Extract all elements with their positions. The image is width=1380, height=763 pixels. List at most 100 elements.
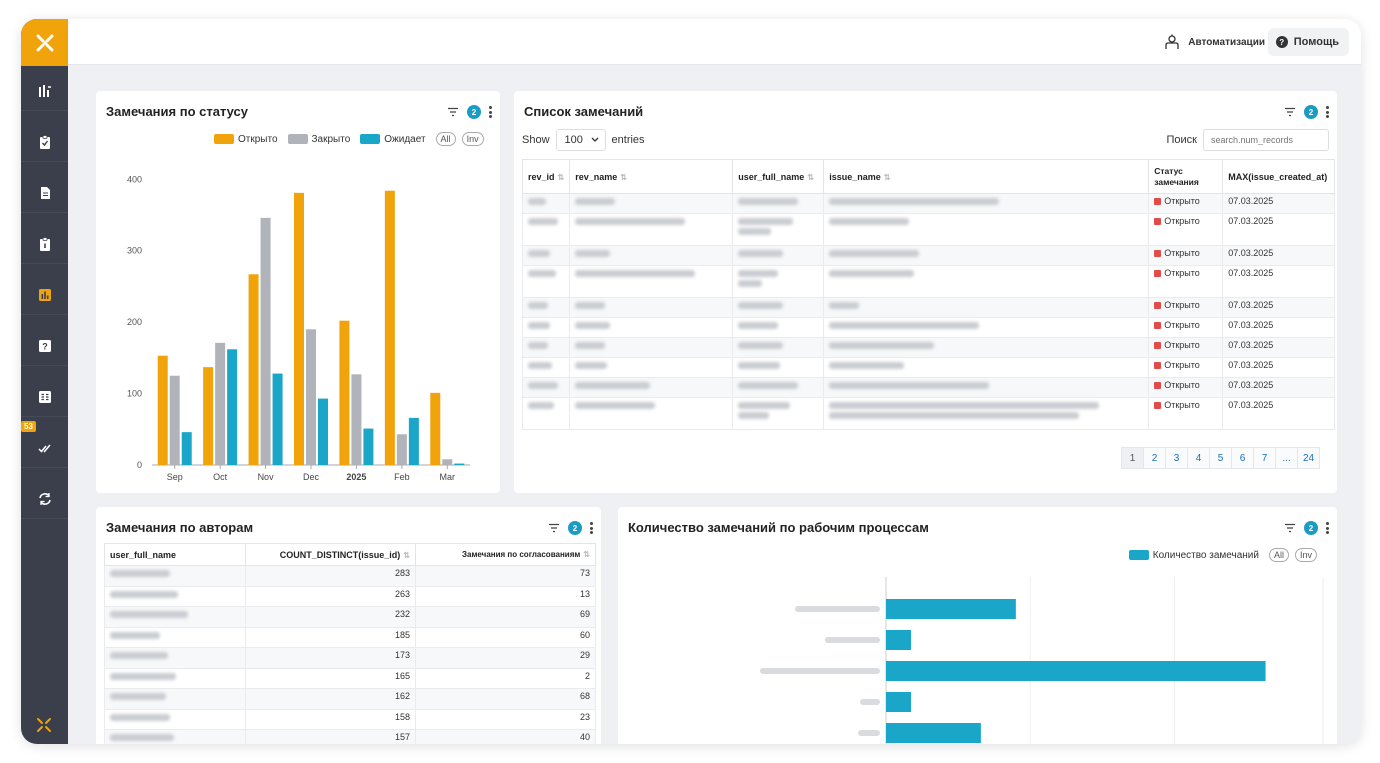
process-bar[interactable] [886, 692, 911, 712]
bar-2025-1[interactable] [351, 374, 362, 465]
bar-Dec-1[interactable] [306, 329, 316, 465]
cell-count: 162 [245, 688, 416, 710]
cell-user-full-name [732, 357, 825, 378]
table-row[interactable]: Открыто 07.03.2025 [521, 297, 1335, 318]
cell-created-at: 07.03.2025 [1222, 265, 1335, 298]
app-window: ? 53 Автоматизации ? Помощь Замечания по… [21, 19, 1361, 744]
process-bar[interactable] [886, 599, 1016, 619]
filter-icon[interactable] [1284, 106, 1296, 118]
table-row[interactable]: 263 13 [104, 585, 596, 607]
col-user-full-name[interactable]: user_full_name ⇅ [732, 159, 825, 194]
more-menu-icon[interactable] [1326, 106, 1329, 118]
table-row[interactable]: 158 23 [104, 708, 596, 730]
bar-Mar-2[interactable] [454, 463, 465, 465]
legend-inv-toggle[interactable]: Inv [1294, 548, 1317, 562]
table-row[interactable]: Открыто 07.03.2025 [521, 193, 1335, 214]
table-row[interactable]: Открыто 07.03.2025 [521, 337, 1335, 358]
panel-processes-chart: Количество замечаний по рабочим процесса… [618, 507, 1337, 744]
table-row[interactable]: 283 73 [104, 565, 596, 587]
sidebar-item-help[interactable]: ? [21, 326, 68, 366]
sidebar-item-info[interactable] [21, 224, 68, 264]
page-button-4[interactable]: 4 [1187, 447, 1210, 469]
col-rev-id[interactable]: rev_id ⇅ [521, 159, 571, 194]
bar-2025-0[interactable] [339, 320, 350, 465]
process-bar[interactable] [886, 723, 981, 743]
table-row[interactable]: Открыто 07.03.2025 [521, 377, 1335, 398]
filter-icon[interactable] [447, 106, 459, 118]
table-row[interactable]: Открыто 07.03.2025 [521, 357, 1335, 378]
filter-icon[interactable] [1284, 522, 1296, 534]
table-row[interactable]: Открыто 07.03.2025 [521, 213, 1335, 246]
process-bar[interactable] [886, 630, 911, 650]
table-row[interactable]: Открыто 07.03.2025 [521, 317, 1335, 338]
table-row[interactable]: 173 29 [104, 647, 596, 669]
bar-Oct-2[interactable] [227, 349, 238, 465]
more-menu-icon[interactable] [590, 522, 593, 534]
filter-icon[interactable] [548, 522, 560, 534]
table-row[interactable]: Открыто 07.03.2025 [521, 397, 1335, 430]
col-user-full-name[interactable]: user_full_name [104, 543, 246, 566]
bar-Sep-2[interactable] [181, 432, 192, 465]
col-count-distinct[interactable]: COUNT_DISTINCT(issue_id) ⇅ [245, 543, 416, 566]
sidebar-item-stats[interactable] [21, 71, 68, 111]
sidebar-item-tasks[interactable] [21, 122, 68, 162]
more-menu-icon[interactable] [489, 106, 492, 118]
cell-rev-name [569, 297, 734, 318]
cell-user-full-name [104, 585, 246, 607]
bar-Feb-0[interactable] [384, 190, 395, 465]
cell-rev-id [521, 357, 571, 378]
col-max-created-at[interactable]: MAX(issue_created_at) [1222, 159, 1335, 194]
sidebar-item-charts[interactable] [21, 275, 68, 315]
help-button[interactable]: ? Помощь [1267, 28, 1349, 56]
bar-2025-2[interactable] [363, 428, 374, 465]
bar-Nov-1[interactable] [260, 217, 271, 465]
sidebar-item-documents[interactable] [21, 173, 68, 213]
page-button-3[interactable]: 3 [1165, 447, 1188, 469]
sidebar-item-cards[interactable] [21, 377, 68, 417]
bar-Feb-2[interactable] [408, 417, 419, 465]
sidebar-item-sync[interactable] [21, 479, 68, 519]
page-button-5[interactable]: 5 [1209, 447, 1232, 469]
legend-item-count[interactable]: Количество замечаний [1128, 550, 1259, 561]
table-row[interactable]: 157 40 [104, 729, 596, 744]
col-rev-name[interactable]: rev_name ⇅ [569, 159, 734, 194]
legend-item-closed[interactable]: Закрыто [287, 134, 350, 145]
bar-Mar-0[interactable] [430, 392, 441, 465]
col-approvals[interactable]: Замечания по согласованиям ⇅ [415, 543, 596, 566]
page-size-select[interactable]: 100 [555, 129, 606, 151]
legend-all-toggle[interactable]: All [435, 132, 456, 146]
table-row[interactable]: 185 60 [104, 626, 596, 648]
legend-item-waiting[interactable]: Ожидает [360, 134, 426, 145]
page-button-1[interactable]: 1 [1121, 447, 1144, 469]
bar-Oct-0[interactable] [203, 367, 214, 465]
page-button-6[interactable]: 6 [1231, 447, 1254, 469]
automation-button[interactable]: Автоматизации [1164, 34, 1265, 50]
bar-Sep-1[interactable] [169, 375, 180, 465]
bar-Feb-1[interactable] [396, 434, 407, 465]
bar-Dec-0[interactable] [294, 192, 304, 465]
table-row[interactable]: 165 2 [104, 667, 596, 689]
col-issue-status[interactable]: Статус замечания [1148, 159, 1224, 194]
sidebar-item-approvals[interactable] [21, 428, 68, 468]
app-logo[interactable] [21, 19, 68, 66]
legend-item-open[interactable]: Открыто [214, 134, 278, 145]
col-issue-name[interactable]: issue_name ⇅ [823, 159, 1150, 194]
bar-Sep-0[interactable] [157, 355, 168, 465]
bar-Mar-1[interactable] [442, 459, 453, 465]
page-button-2[interactable]: 2 [1143, 447, 1166, 469]
table-row[interactable]: Открыто 07.03.2025 [521, 265, 1335, 298]
page-button-7[interactable]: 7 [1253, 447, 1276, 469]
page-button-24[interactable]: 24 [1297, 447, 1320, 469]
search-input[interactable] [1203, 129, 1329, 151]
bar-Nov-0[interactable] [248, 274, 259, 465]
bar-Nov-2[interactable] [272, 373, 283, 465]
process-bar[interactable] [886, 661, 1266, 681]
table-row[interactable]: 162 68 [104, 688, 596, 710]
table-row[interactable]: Открыто 07.03.2025 [521, 245, 1335, 266]
legend-inv-toggle[interactable]: Inv [461, 132, 484, 146]
table-row[interactable]: 232 69 [104, 606, 596, 628]
legend-all-toggle[interactable]: All [1268, 548, 1289, 562]
bar-Dec-2[interactable] [318, 398, 328, 465]
more-menu-icon[interactable] [1326, 522, 1329, 534]
bar-Oct-1[interactable] [215, 342, 226, 465]
